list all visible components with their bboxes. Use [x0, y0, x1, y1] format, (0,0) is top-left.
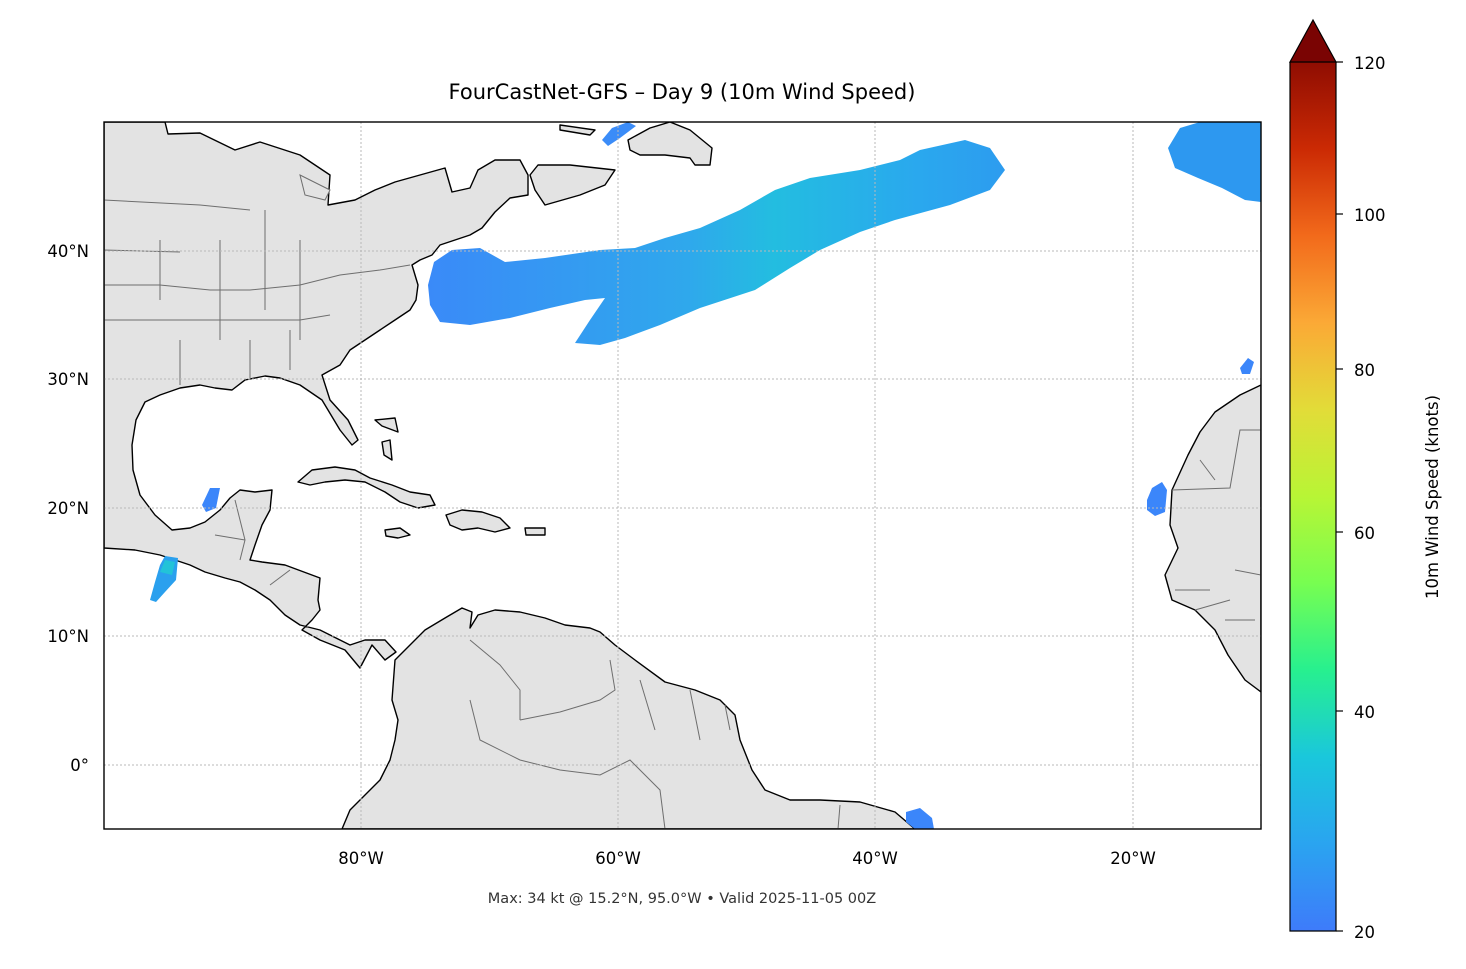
lon-tick-labels: 80°W 60°W 40°W 20°W [338, 849, 1156, 868]
lat-tick-10n: 10°N [47, 627, 89, 646]
colorbar-tick-40: 40 [1354, 703, 1375, 722]
bahamas-land [374, 417, 399, 461]
maritimes-land [529, 124, 616, 206]
northeast-atlantic-patch [1168, 122, 1261, 202]
lat-tick-0: 0° [70, 756, 89, 775]
map-frame [103, 121, 1262, 830]
country-borders [104, 199, 1261, 829]
colorbar-extend-arrow [1288, 18, 1338, 63]
lon-tick-40w: 40°W [852, 849, 898, 868]
colorbar: 20 40 60 80 100 120 10m Wind Speed (knot… [1288, 18, 1442, 942]
colorbar-label: 10m Wind Speed (knots) [1423, 395, 1442, 599]
puerto-rico-land [524, 527, 546, 536]
colorbar-ticks [1336, 61, 1343, 932]
lat-tick-20n: 20°N [47, 499, 89, 518]
newfoundland-patch [602, 122, 636, 146]
lat-tick-40n: 40°N [47, 242, 89, 261]
south-america-land [341, 607, 916, 829]
map-area[interactable] [103, 121, 1262, 830]
cuba-land [297, 466, 436, 509]
chart-title: FourCastNet-GFS – Day 9 (10m Wind Speed) [449, 80, 916, 104]
max-wind-caption: Max: 34 kt @ 15.2°N, 95.0°W • Valid 2025… [488, 891, 876, 907]
lat-tick-labels: 40°N 30°N 20°N 10°N 0° [47, 242, 89, 775]
colorbar-frame [1289, 62, 1337, 932]
lon-tick-60w: 60°W [595, 849, 641, 868]
bay-of-campeche-patch [202, 488, 220, 512]
colorbar-tick-80: 80 [1354, 361, 1375, 380]
subtropical-atlantic-band [428, 140, 1005, 345]
great-lakes [299, 174, 331, 201]
newfoundland-land [627, 122, 713, 166]
colorbar-gradient [1290, 62, 1336, 931]
north-america-land [104, 122, 529, 669]
colorbar-tick-20: 20 [1354, 923, 1375, 942]
azores-south-patch [1240, 358, 1254, 374]
lon-tick-80w: 80°W [338, 849, 384, 868]
gridlines [104, 122, 1261, 829]
wind-field [150, 122, 1261, 829]
africa-land [1164, 384, 1261, 693]
colorbar-tick-60: 60 [1354, 524, 1375, 543]
equatorial-patch [906, 808, 934, 829]
lat-tick-30n: 30°N [47, 370, 89, 389]
colorbar-tick-100: 100 [1354, 206, 1386, 225]
hispaniola-land [445, 509, 511, 533]
jamaica-land [384, 527, 411, 539]
tehuantepec-core [160, 560, 175, 575]
lon-tick-20w: 20°W [1110, 849, 1156, 868]
colorbar-tick-120: 120 [1354, 54, 1386, 73]
